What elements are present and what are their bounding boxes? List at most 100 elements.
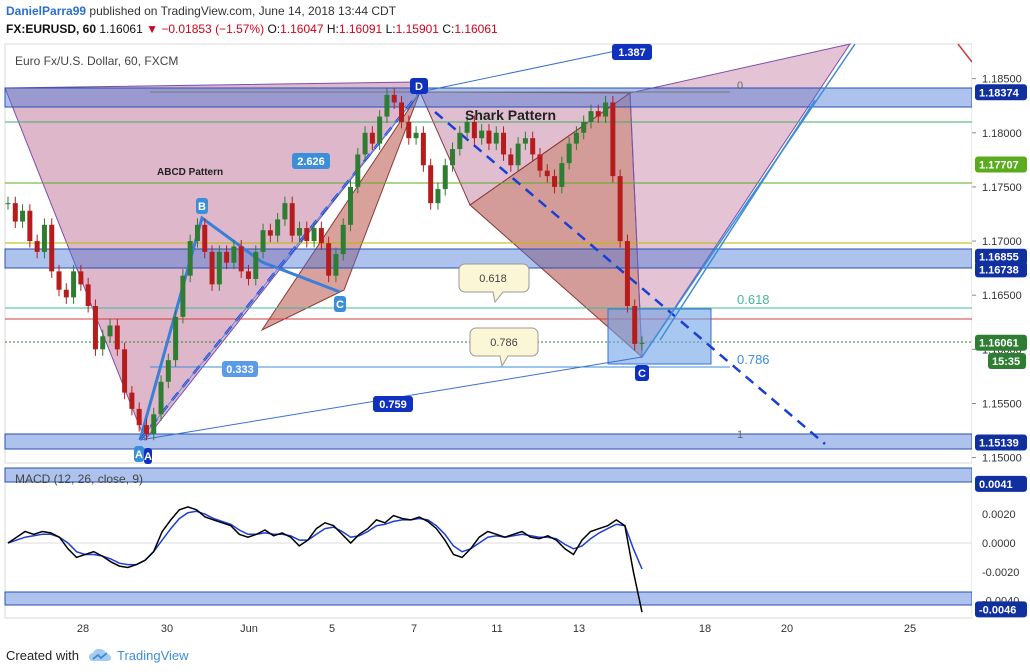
- xb-line: [139, 91, 421, 441]
- candle-body: [399, 102, 405, 122]
- candle-body: [34, 241, 40, 252]
- abcd-leg-line: [138, 215, 341, 441]
- candle-body: [289, 203, 295, 236]
- macd-title: MACD (12, 26, close, 9): [15, 472, 143, 486]
- macd-tick-label: -0.0020: [982, 567, 1019, 579]
- price-tick-label: 1.18500: [982, 74, 1022, 86]
- top-ray: [419, 47, 631, 93]
- candle-body: [158, 381, 164, 415]
- tradingview-brand-link[interactable]: TradingView: [117, 648, 189, 663]
- candle-body: [311, 228, 317, 242]
- shark-pattern-label: Shark Pattern: [465, 107, 556, 123]
- candle-body: [275, 219, 281, 236]
- macd-signal-line: [7, 510, 643, 570]
- candle-body: [100, 336, 106, 350]
- projection-dashed-line: [434, 111, 826, 445]
- candle-body: [202, 224, 208, 252]
- candle-body: [624, 241, 630, 307]
- open-value: 1.16047: [280, 22, 324, 36]
- point-c-flag: C: [336, 299, 344, 311]
- price-tick-label: 1.15500: [982, 398, 1022, 410]
- candle-body: [56, 271, 62, 290]
- candle-body: [114, 325, 120, 350]
- author-link[interactable]: DanielParra99: [6, 4, 87, 18]
- candle-body: [493, 132, 499, 144]
- candle-body: [479, 130, 485, 139]
- level-flag-1.17707: 1.17707: [979, 160, 1019, 172]
- footer: Created with TradingView: [0, 640, 1030, 672]
- candle-body: [391, 94, 397, 103]
- point-b-flag-bg: [196, 198, 208, 214]
- candle-body: [209, 251, 215, 285]
- ratio-0333-flag-bg: [222, 361, 258, 377]
- time-tick-label: Jun: [240, 623, 258, 635]
- candle-body: [544, 170, 550, 177]
- candle-body: [340, 224, 346, 255]
- level-flag-1.16738: 1.16738: [979, 264, 1019, 276]
- low-label: L:: [385, 22, 396, 36]
- macd-level-flag: 0.0041: [979, 479, 1013, 491]
- level-flag-1.17707-bg: [975, 156, 1027, 173]
- candle-body: [610, 102, 616, 177]
- candle-body: [71, 271, 77, 298]
- time-tick-label: 28: [77, 623, 89, 635]
- candle-body: [260, 230, 266, 252]
- sr-zone-3: [4, 467, 973, 483]
- ratio-0333-flag: 0.333: [226, 364, 254, 376]
- fib-1-label: 1: [737, 429, 743, 441]
- point-d-flag: D: [415, 81, 423, 93]
- candle-body: [632, 306, 638, 344]
- candle-body: [253, 251, 259, 279]
- price-chart[interactable]: 1.18500 1.18000 1.17500 1.17000 1.16500 1.160…: [0, 0, 1030, 640]
- candle-body: [566, 143, 572, 164]
- candle-body: [362, 132, 368, 155]
- high-label: H:: [326, 22, 339, 36]
- shark-point-c-flag-bg: [635, 365, 649, 381]
- macd-level-flag-bg: [975, 475, 1027, 492]
- candle-body: [377, 116, 383, 144]
- candle-body: [428, 165, 434, 204]
- candle-body: [63, 289, 69, 298]
- callout-786-bubble: [469, 327, 539, 368]
- candle-body: [173, 316, 179, 361]
- macd-level-flag: -0.0046: [979, 604, 1016, 616]
- macd-tick-label: 0.0000: [982, 538, 1016, 550]
- time-tick-label: 20: [781, 623, 793, 635]
- ratio-2626-flag: 2.626: [297, 156, 325, 168]
- chart-title: Euro Fx/U.S. Dollar, 60, FXCM: [15, 54, 178, 68]
- candle-body: [5, 203, 11, 205]
- candle-body: [129, 392, 135, 409]
- ratio-1387-flag-bg: [612, 44, 652, 60]
- channel-line-2: [659, 99, 816, 341]
- candle-body: [41, 224, 47, 252]
- point-a-flag-bg: [134, 446, 144, 462]
- callout-786-label: 0.786: [490, 337, 518, 349]
- red-trendline: [957, 43, 973, 63]
- candle-body: [471, 121, 477, 139]
- candle-body: [486, 130, 492, 144]
- symbol-label[interactable]: FX:EURUSD, 60: [6, 22, 97, 36]
- level-flag-1.18374-bg: [975, 84, 1027, 101]
- point-a-flag: A: [135, 449, 143, 461]
- candle-body: [49, 224, 55, 272]
- level-flag-1.18374: 1.18374: [979, 87, 1020, 99]
- candle-body: [559, 163, 565, 187]
- candle-body: [282, 203, 288, 220]
- candle-body: [515, 143, 521, 166]
- point-a-small-flag-bg: [144, 448, 152, 464]
- candle-body: [187, 241, 193, 276]
- candle-body: [537, 154, 543, 171]
- change-down-icon: ▼: [146, 22, 158, 36]
- macd-tick-label: 0.0020: [982, 509, 1016, 521]
- candle-body: [165, 360, 171, 382]
- candle-body: [595, 111, 601, 117]
- candle-body: [384, 94, 390, 117]
- candle-body: [85, 284, 91, 307]
- candle-body: [245, 271, 251, 279]
- candle-body: [78, 271, 84, 285]
- sr-zone-2: [4, 433, 973, 450]
- quote-line: FX:EURUSD, 60 1.16061 ▼ −0.01853 (−1.57%…: [6, 22, 498, 36]
- candle-body: [420, 132, 426, 166]
- candle-body: [552, 176, 558, 187]
- level-flag-1.16061-bg: [975, 334, 1027, 351]
